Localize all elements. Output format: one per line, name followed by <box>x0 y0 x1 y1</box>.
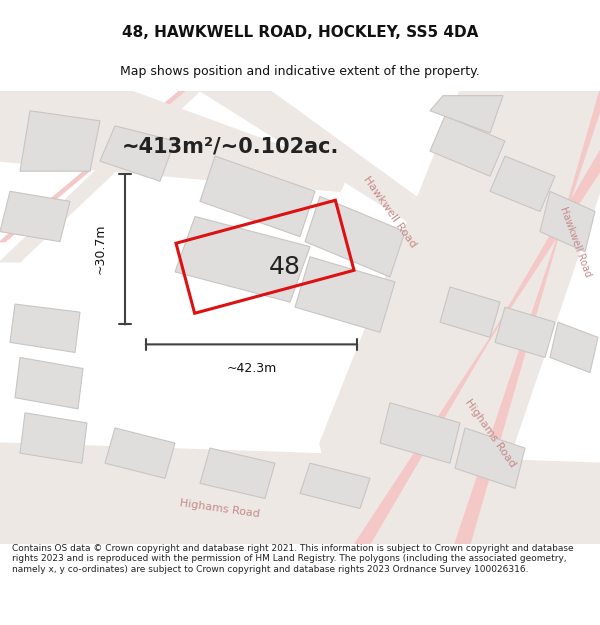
Polygon shape <box>430 96 503 133</box>
Polygon shape <box>175 216 310 302</box>
Polygon shape <box>100 126 175 181</box>
Polygon shape <box>0 191 70 242</box>
Polygon shape <box>295 257 395 332</box>
Polygon shape <box>0 91 350 191</box>
Polygon shape <box>455 428 525 488</box>
Polygon shape <box>0 91 200 262</box>
Polygon shape <box>455 91 600 544</box>
Polygon shape <box>105 428 175 478</box>
Polygon shape <box>0 443 600 544</box>
Text: ~413m²/~0.102ac.: ~413m²/~0.102ac. <box>121 136 338 156</box>
Text: Highams Road: Highams Road <box>463 397 517 469</box>
Polygon shape <box>495 307 555 358</box>
Polygon shape <box>305 196 405 277</box>
Polygon shape <box>300 463 370 509</box>
Polygon shape <box>540 191 595 252</box>
Text: Hawkwell Road: Hawkwell Road <box>362 174 418 249</box>
Polygon shape <box>430 116 505 176</box>
Text: Hawkwell Road: Hawkwell Road <box>557 205 592 278</box>
Polygon shape <box>15 357 83 409</box>
Polygon shape <box>200 448 275 499</box>
Polygon shape <box>200 156 315 237</box>
Text: ~30.7m: ~30.7m <box>94 224 107 274</box>
Polygon shape <box>320 91 600 544</box>
Text: Map shows position and indicative extent of the property.: Map shows position and indicative extent… <box>120 65 480 78</box>
Text: Contains OS data © Crown copyright and database right 2021. This information is : Contains OS data © Crown copyright and d… <box>12 544 574 574</box>
Text: 48: 48 <box>269 255 301 279</box>
Polygon shape <box>355 151 600 544</box>
Polygon shape <box>380 402 460 463</box>
Text: ~42.3m: ~42.3m <box>226 362 277 376</box>
Polygon shape <box>10 304 80 352</box>
Text: 48, HAWKWELL ROAD, HOCKLEY, SS5 4DA: 48, HAWKWELL ROAD, HOCKLEY, SS5 4DA <box>122 26 478 41</box>
Text: Highams Road: Highams Road <box>179 498 260 519</box>
Polygon shape <box>20 413 87 463</box>
Polygon shape <box>490 156 555 211</box>
Polygon shape <box>200 91 450 242</box>
Polygon shape <box>20 111 100 171</box>
Polygon shape <box>550 322 598 372</box>
Polygon shape <box>440 287 500 338</box>
Polygon shape <box>0 91 185 242</box>
